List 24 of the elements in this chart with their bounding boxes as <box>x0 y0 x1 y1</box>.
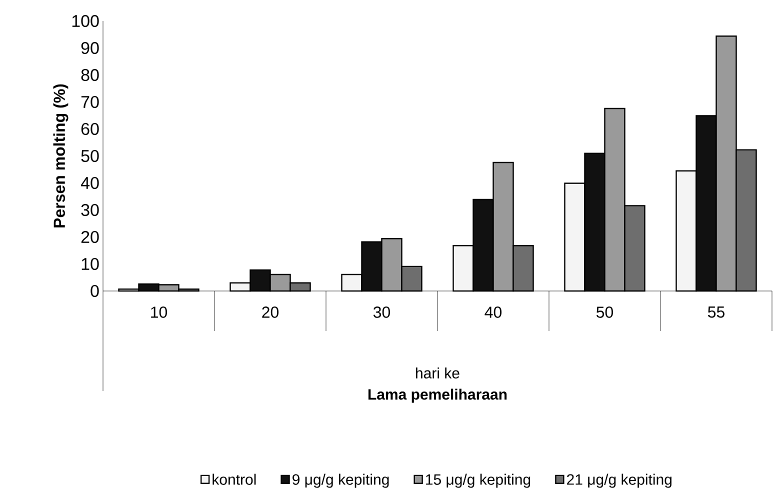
legend-label: 15 μg/g kepiting <box>426 474 530 488</box>
x-tick-label: 55 <box>708 306 724 318</box>
x-axis-title: Lama pemeliharaan <box>368 388 507 403</box>
y-tick-label: 0 <box>90 284 99 298</box>
legend-label: 21 μg/g kepiting <box>567 474 672 488</box>
legend-label: kontrol <box>212 474 256 485</box>
x-tick-label: 40 <box>484 306 502 318</box>
y-tick-label: 10 <box>82 258 99 270</box>
y-tick-label: 60 <box>81 122 99 136</box>
legend-label: 9 μg/g kepiting <box>292 474 389 488</box>
text: hari ke <box>416 367 460 378</box>
y-axis-title: Persen molting (%) <box>53 84 68 228</box>
y-tick-label: 80 <box>81 68 99 82</box>
y-tick-label: 100 <box>72 14 99 28</box>
x-tick-label: 10 <box>151 306 168 318</box>
y-tick-label: 90 <box>81 42 99 54</box>
x-tick-label: 50 <box>596 306 614 318</box>
y-tick-label: 30 <box>81 204 99 216</box>
y-tick-label: 40 <box>80 176 99 190</box>
x-tick-label: 30 <box>373 306 390 318</box>
y-tick-label: 50 <box>81 150 99 162</box>
y-tick-label: 20 <box>81 230 99 244</box>
x-tick-label: 20 <box>262 306 279 318</box>
y-tick-label: 70 <box>81 96 99 108</box>
